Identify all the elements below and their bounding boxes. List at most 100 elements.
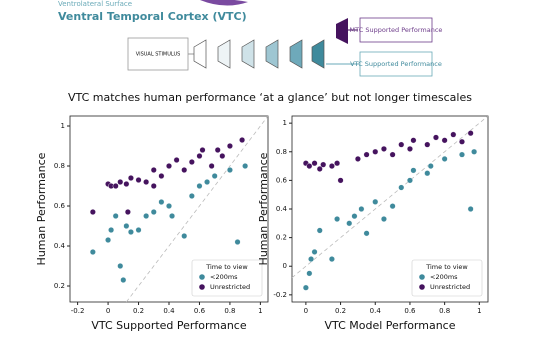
output-box: [359, 51, 433, 77]
point: [334, 216, 341, 223]
layer: [265, 39, 279, 69]
x-tick-label: 0.2: [133, 307, 144, 315]
y-tick-label: -0.2: [273, 291, 287, 299]
legend-box: [411, 259, 483, 297]
point: [410, 167, 417, 174]
point: [124, 208, 131, 215]
x-tick-label: 0.8: [224, 307, 235, 315]
point: [354, 155, 361, 162]
point: [358, 205, 365, 212]
point: [214, 146, 221, 153]
point: [320, 161, 327, 168]
point: [181, 166, 188, 173]
point: [127, 174, 134, 181]
point: [120, 277, 127, 284]
point: [424, 141, 431, 148]
point: [380, 216, 387, 223]
y-tick-label: 0.8: [276, 148, 287, 156]
x-tick-label: 1: [477, 307, 481, 315]
point: [372, 148, 379, 155]
point: [226, 142, 233, 149]
point: [143, 178, 150, 185]
point: [389, 203, 396, 210]
point: [135, 176, 142, 183]
brain-icon: [200, 0, 248, 6]
point: [406, 177, 413, 184]
point: [311, 160, 318, 167]
legend-label: <200ms: [430, 273, 458, 281]
point: [208, 162, 215, 169]
y-tick-label: 0: [283, 262, 287, 270]
point: [117, 263, 124, 270]
x-tick-label: 0.6: [194, 307, 206, 315]
point: [181, 232, 188, 239]
stimulus-label: VISUAL STIMULUS: [136, 52, 181, 58]
point: [158, 198, 165, 205]
y-tick-label: 0.4: [54, 242, 66, 250]
point: [127, 228, 134, 235]
point: [117, 178, 124, 185]
layer: [217, 39, 231, 69]
point: [89, 208, 96, 215]
point: [432, 134, 439, 141]
legend-swatch: [419, 274, 425, 280]
point: [334, 160, 341, 167]
point: [316, 165, 323, 172]
point: [108, 226, 115, 233]
point: [398, 141, 405, 148]
point: [458, 138, 465, 145]
point: [112, 212, 119, 219]
point: [427, 163, 434, 170]
surface-label: Ventrolateral Surface: [58, 0, 132, 8]
output-label: VTC Supported Performance: [350, 60, 442, 68]
point: [239, 136, 246, 143]
y-axis-label: Human Performance: [35, 152, 48, 265]
point: [308, 256, 315, 263]
y-tick-label: 1: [283, 119, 287, 127]
y-tick-label: 0.4: [276, 205, 288, 213]
output-label: MTC Supported Performance: [350, 26, 443, 34]
point: [169, 212, 176, 219]
point: [196, 182, 203, 189]
point: [450, 131, 457, 138]
point: [143, 212, 150, 219]
point: [398, 184, 405, 191]
point: [173, 156, 180, 163]
legend-box: [191, 259, 263, 297]
diagonal: [291, 115, 489, 278]
layer: [193, 39, 207, 69]
point: [188, 158, 195, 165]
point: [123, 180, 130, 187]
point: [424, 170, 431, 177]
point: [123, 222, 130, 229]
diagram-title: Ventral Temporal Cortex (VTC): [58, 10, 247, 23]
point: [311, 248, 318, 255]
point: [467, 130, 474, 137]
y-tick-label: 0.6: [276, 176, 288, 184]
y-axis-label: Human Performance: [257, 152, 270, 265]
point: [337, 177, 344, 184]
point: [150, 166, 157, 173]
point: [158, 172, 165, 179]
y-tick-label: 1: [61, 122, 65, 130]
point: [234, 238, 241, 245]
legend-swatch: [199, 284, 205, 290]
point: [105, 236, 112, 243]
output-box: [359, 17, 433, 43]
x-tick-label: 0.4: [370, 307, 382, 315]
point: [211, 172, 218, 179]
point: [406, 145, 413, 152]
point: [328, 256, 335, 263]
x-tick-label: 0.2: [335, 307, 346, 315]
y-tick-label: 0.2: [276, 234, 287, 242]
point: [112, 182, 119, 189]
headline: VTC matches human performance ‘at a glan…: [68, 91, 472, 104]
point: [204, 178, 211, 185]
point: [165, 202, 172, 209]
diagonal: [126, 115, 269, 303]
point: [471, 148, 478, 155]
x-tick-label: 0.4: [163, 307, 175, 315]
point: [458, 151, 465, 158]
point: [389, 151, 396, 158]
